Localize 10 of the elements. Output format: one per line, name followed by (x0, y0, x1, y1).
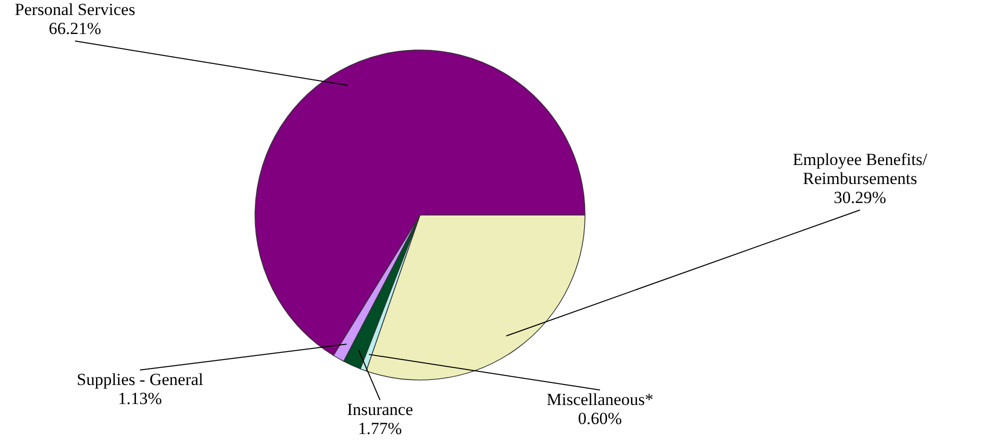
slice-label: Insurance (346, 400, 414, 419)
data-label: 0.60% (578, 409, 622, 428)
data-label: 1.13% (118, 389, 162, 408)
data-label: 1.77% (358, 419, 402, 438)
data-label: 66.21% (48, 19, 102, 38)
slice-label: Personal Services (14, 0, 136, 19)
slice-label: Miscellaneous* (546, 390, 654, 409)
slice-label: Supplies - General (76, 370, 204, 389)
slice-label: Employee Benefits/ Reimbursements (792, 150, 928, 188)
data-label: 30.29% (834, 188, 886, 207)
